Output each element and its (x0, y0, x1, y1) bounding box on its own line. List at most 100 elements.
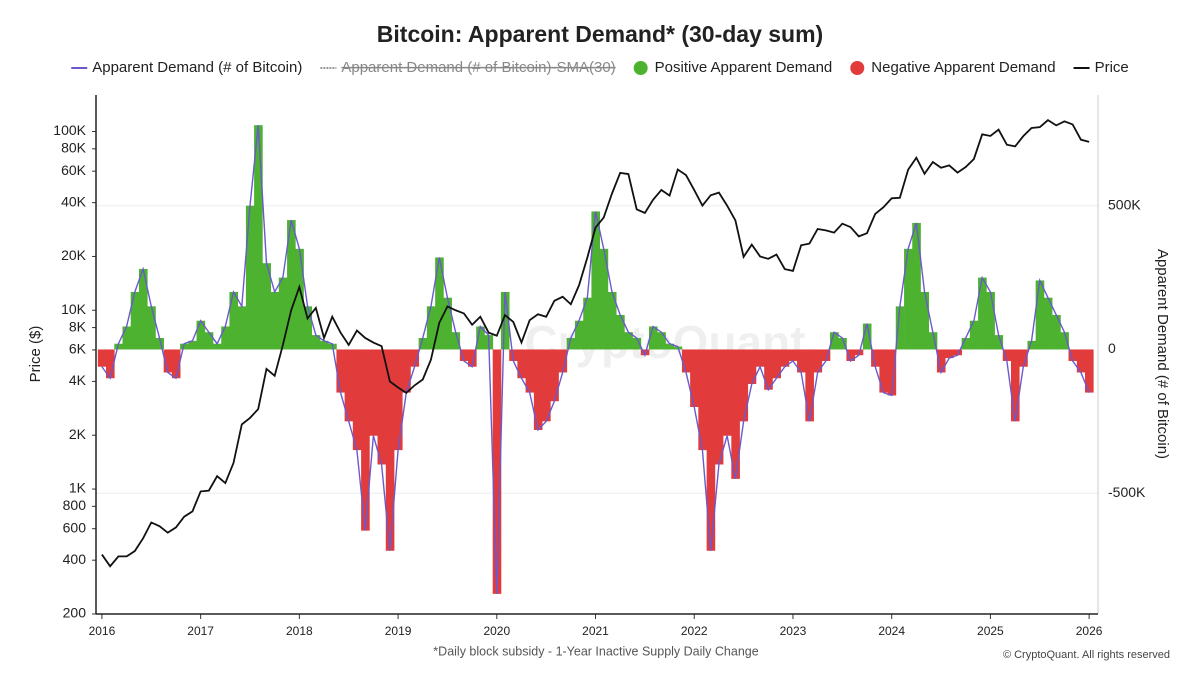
demand-bar (492, 349, 502, 594)
demand-bar (1052, 314, 1061, 350)
demand-bar (138, 268, 148, 350)
demand-bar (566, 337, 576, 350)
y-tick-label: 6K (69, 341, 87, 357)
y-tick-label: 100K (53, 122, 86, 138)
demand-bar (706, 349, 716, 551)
demand-bar (542, 349, 551, 422)
y2-tick-label: 0 (1108, 340, 1116, 356)
demand-bar (163, 349, 173, 373)
demand-bar (920, 291, 930, 350)
demand-bar (245, 205, 255, 350)
y-tick-label: 1K (69, 480, 87, 496)
demand-bar (690, 349, 699, 407)
demand-bar (714, 349, 724, 465)
demand-line (101, 125, 1090, 594)
demand-bar (657, 332, 666, 350)
x-tick-label: 2016 (89, 624, 116, 638)
demand-bar (1068, 349, 1078, 361)
demand-bar (969, 320, 979, 350)
legend-marker (633, 61, 648, 75)
demand-bar (410, 349, 420, 367)
demand-bar (114, 343, 123, 350)
credit: © CryptoQuant. All rights reserved (1003, 649, 1170, 661)
demand-bar (632, 337, 642, 350)
y2-axis-title: Apparent Demand (# of Bitcoin) (1154, 249, 1171, 459)
y2-tick-label: -500K (1108, 484, 1146, 500)
demand-bar (739, 349, 749, 422)
demand-bar (435, 257, 444, 350)
demand-bar (550, 349, 559, 402)
demand-bar (426, 306, 436, 350)
demand-bar (928, 332, 938, 350)
y-tick-label: 2K (69, 426, 87, 442)
y-tick-label: 800 (63, 497, 87, 513)
demand-bar (624, 332, 633, 350)
demand-bar (936, 349, 946, 373)
demand-bar (1010, 349, 1020, 422)
demand-bar (352, 349, 362, 451)
x-tick-label: 2025 (977, 624, 1004, 638)
demand-bar (270, 291, 280, 350)
demand-bar (887, 349, 897, 396)
demand-bar (278, 277, 288, 350)
demand-bar (533, 349, 543, 430)
demand-bar (879, 349, 888, 393)
demand-bar (747, 349, 757, 384)
demand-bar (130, 291, 140, 350)
demand-bar (599, 248, 609, 350)
demand-bar (369, 349, 378, 436)
demand-bar (780, 349, 790, 367)
demand-bar (961, 337, 971, 350)
demand-bar (1043, 297, 1053, 350)
demand-bar (287, 220, 296, 350)
x-tick-label: 2022 (681, 624, 708, 638)
demand-bar (221, 326, 230, 350)
legend-item: Positive Apparent Demand (633, 59, 832, 76)
price-line (101, 119, 1090, 568)
y-tick-label: 600 (63, 519, 87, 535)
x-tick-label: 2021 (582, 624, 609, 638)
footnote: *Daily block subsidy - 1-Year Inactive S… (433, 644, 758, 658)
legend-label: Apparent Demand (# of Bitcoin)-SMA(30) (341, 59, 615, 76)
demand-bar (97, 349, 107, 367)
demand-bar (1019, 349, 1028, 367)
demand-bar (303, 306, 313, 350)
demand-bar (468, 349, 477, 367)
demand-bar (797, 349, 806, 373)
demand-bar (393, 349, 403, 451)
y-tick-label: 10K (61, 301, 87, 317)
demand-bar (574, 320, 584, 350)
demand-bar (377, 349, 387, 465)
legend-item: Negative Apparent Demand (850, 59, 1056, 76)
demand-bar (665, 343, 675, 350)
x-tick-label: 2018 (286, 624, 313, 638)
demand-bar (1085, 349, 1094, 393)
demand-bar (204, 332, 214, 350)
legend-label: Negative Apparent Demand (871, 59, 1055, 76)
demand-bar (821, 349, 831, 361)
y-tick-label: 40K (61, 193, 87, 209)
demand-bar (237, 306, 247, 350)
y-tick-label: 80K (61, 140, 87, 156)
demand-bar (830, 332, 839, 350)
demand-bar (895, 306, 905, 350)
demand-bar (459, 349, 469, 361)
demand-bar (978, 277, 987, 350)
demand-bar (213, 343, 222, 350)
legend-label: Apparent Demand (# of Bitcoin) (92, 59, 302, 76)
demand-bar (558, 349, 568, 373)
demand-bar (616, 314, 625, 350)
demand-bar (122, 326, 132, 350)
demand-bar (805, 349, 814, 422)
x-tick-label: 2019 (385, 624, 412, 638)
demand-bar (681, 349, 691, 373)
demand-bar (196, 320, 206, 350)
demand-bar (994, 335, 1004, 350)
legend-marker (850, 61, 865, 75)
demand-bar (723, 349, 732, 436)
demand-bar (402, 349, 411, 393)
demand-bar (1002, 349, 1012, 361)
demand-bar (772, 349, 781, 379)
